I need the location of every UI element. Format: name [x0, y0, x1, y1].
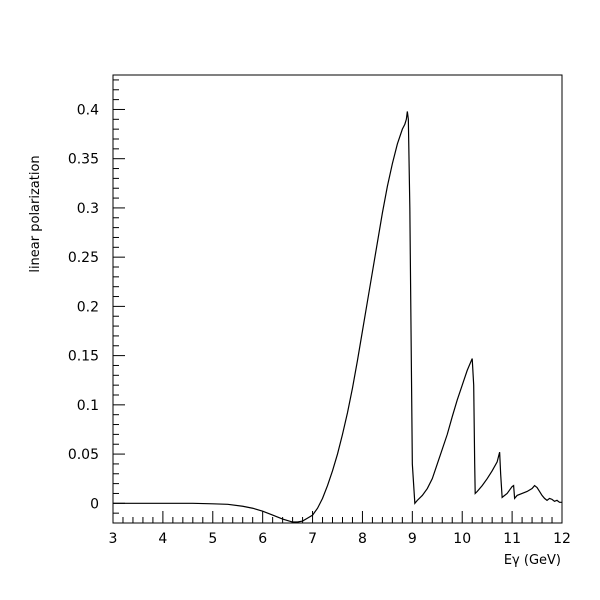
- y-tick-label: 0.05: [68, 447, 99, 463]
- y-tick-label: 0: [90, 496, 99, 512]
- x-axis-ticks: [112, 511, 563, 523]
- x-tick-label: 9: [408, 531, 417, 547]
- y-tick-label: 0.15: [68, 349, 99, 365]
- y-axis-title: linear polarization: [28, 155, 43, 272]
- y-axis-ticks: [113, 79, 125, 524]
- y-tick-label: 0.3: [77, 201, 99, 217]
- y-tick-label: 0.2: [77, 299, 99, 315]
- x-tick-label: 7: [308, 531, 317, 547]
- plot-frame: [112, 74, 563, 524]
- y-axis-tick-labels: 0 0.05 0.1 0.15 0.2 0.25 0.3 0.35 0.4: [68, 102, 99, 512]
- y-tick-label: 0.35: [68, 152, 99, 168]
- series-line-polarization: [113, 111, 562, 523]
- y-tick-label: 0.1: [77, 398, 99, 414]
- x-tick-label: 11: [503, 531, 521, 547]
- x-tick-label: 6: [258, 531, 267, 547]
- x-tick-label: 12: [553, 531, 571, 547]
- x-tick-label: 4: [158, 531, 167, 547]
- x-tick-label: 10: [453, 531, 471, 547]
- y-tick-label: 0.25: [68, 250, 99, 266]
- x-axis-title: Eγ (GeV): [504, 553, 561, 568]
- x-tick-label: 5: [208, 531, 217, 547]
- x-axis-tick-labels: 3 4 5 6 7 8 9 10 11 12: [109, 531, 571, 547]
- y-tick-label: 0.4: [77, 102, 99, 118]
- x-tick-label: 8: [358, 531, 367, 547]
- x-tick-label: 3: [109, 531, 118, 547]
